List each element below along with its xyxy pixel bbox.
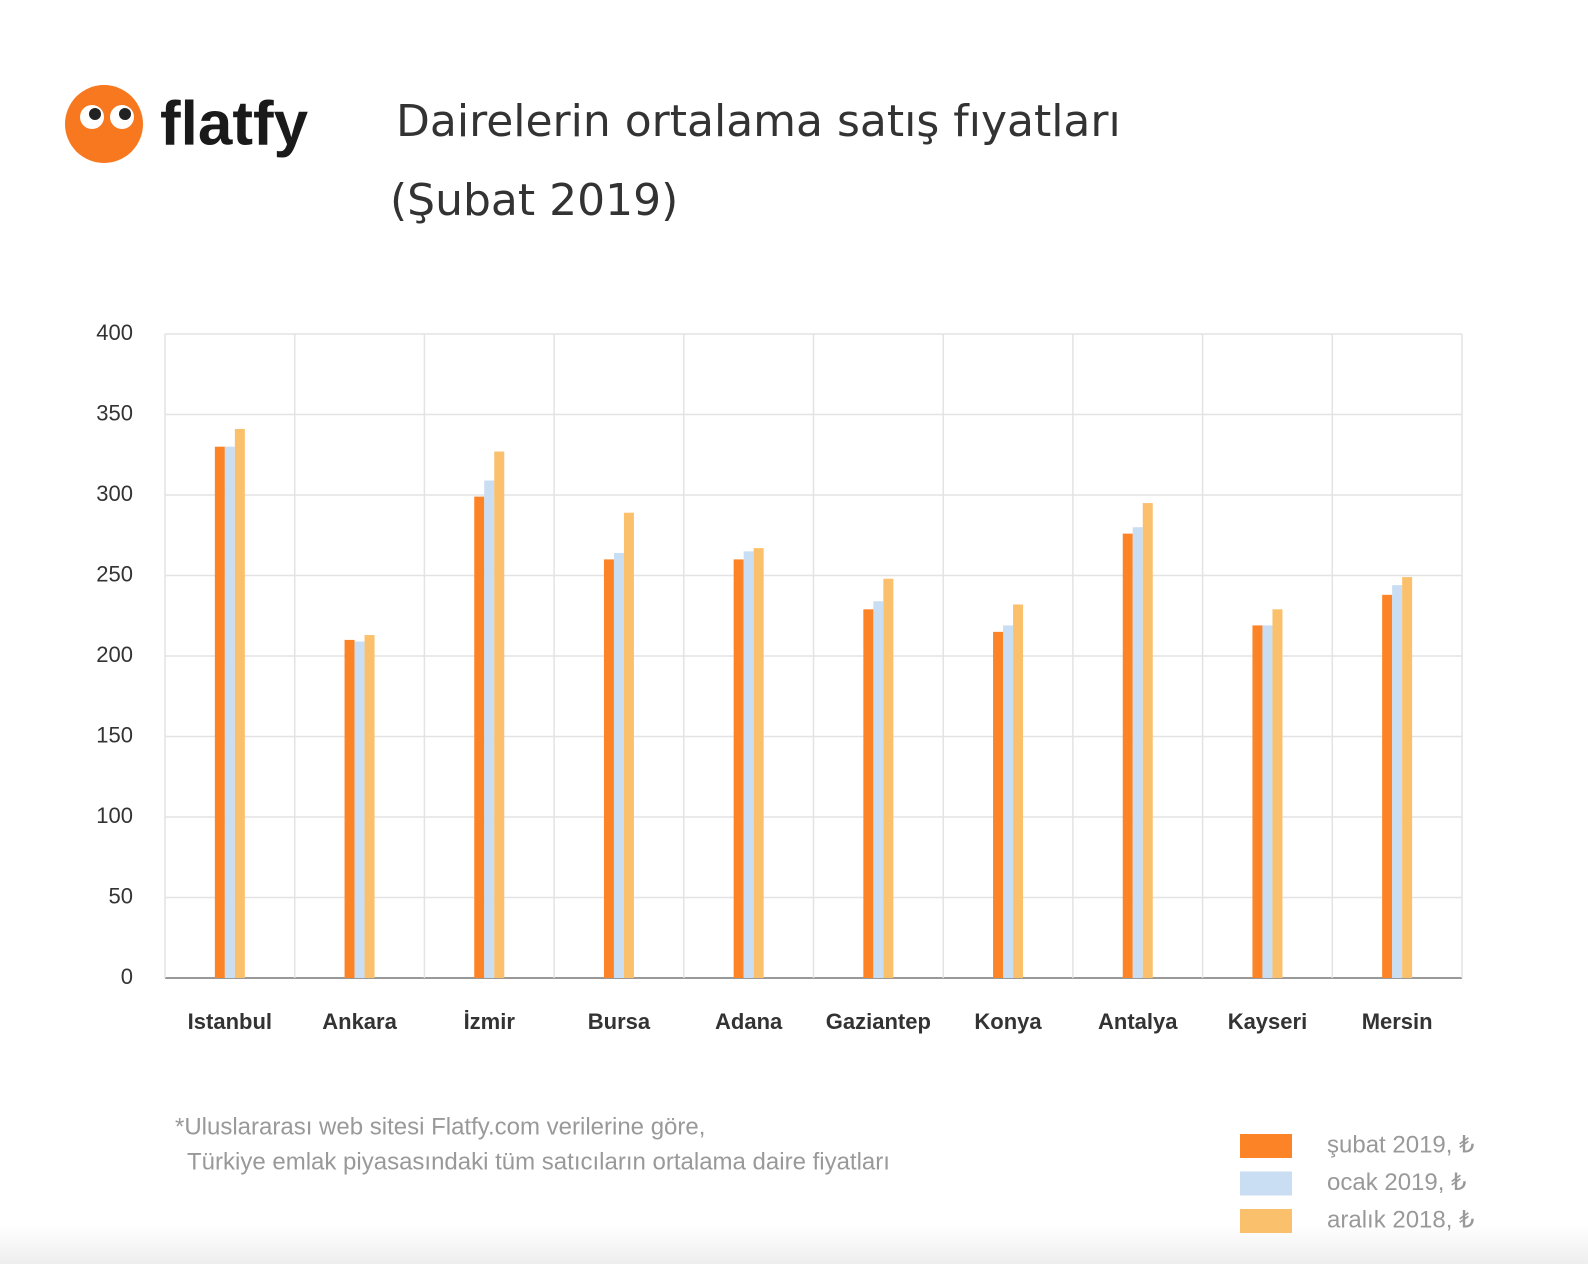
chart-subtitle: (Şubat 2019) xyxy=(390,175,678,226)
bar xyxy=(753,548,764,978)
bar xyxy=(1252,625,1263,978)
bar xyxy=(344,639,355,978)
y-tick-label: 50 xyxy=(109,883,133,908)
x-tick-label: Antalya xyxy=(1098,1009,1178,1034)
bar xyxy=(354,641,365,978)
legend-swatch xyxy=(1240,1134,1292,1158)
footnote: *Uluslararası web sitesi Flatfy.com veri… xyxy=(175,1113,705,1140)
legend-label: şubat 2019, ₺ xyxy=(1327,1131,1474,1158)
bar xyxy=(1122,533,1133,978)
bar xyxy=(484,480,495,978)
y-tick-label: 150 xyxy=(96,722,133,747)
legend-swatch xyxy=(1240,1171,1292,1196)
bar xyxy=(364,635,375,978)
bar xyxy=(623,512,634,978)
x-tick-label: Adana xyxy=(715,1009,783,1034)
y-tick-label: 300 xyxy=(96,481,133,506)
x-tick-label: Ankara xyxy=(322,1009,397,1034)
x-tick-label: Konya xyxy=(974,1009,1042,1034)
bar xyxy=(1003,625,1014,978)
x-tick-label: Mersin xyxy=(1362,1009,1433,1034)
footnote: Türkiye emlak piyasasındaki tüm satıcıla… xyxy=(187,1148,890,1175)
x-tick-label: İzmir xyxy=(464,1009,516,1034)
bar xyxy=(494,451,505,978)
bar xyxy=(733,559,744,978)
shadow xyxy=(0,1225,1588,1264)
bar xyxy=(863,609,874,978)
x-tick-label: Kayseri xyxy=(1228,1009,1308,1034)
legend-label: aralık 2018, ₺ xyxy=(1327,1206,1474,1233)
legend-swatch xyxy=(1240,1209,1292,1233)
bar xyxy=(613,552,624,978)
bar xyxy=(1013,604,1024,978)
bar xyxy=(474,496,485,978)
x-tick-label: Gaziantep xyxy=(826,1009,931,1034)
x-tick-label: Istanbul xyxy=(188,1009,272,1034)
y-tick-label: 100 xyxy=(96,803,133,828)
y-tick-label: 400 xyxy=(96,320,133,345)
bar xyxy=(993,631,1004,978)
bar xyxy=(1382,594,1393,978)
y-tick-label: 200 xyxy=(96,642,133,667)
legend-label: ocak 2019, ₺ xyxy=(1327,1169,1466,1196)
y-tick-label: 0 xyxy=(121,964,133,989)
bar xyxy=(883,578,894,978)
bar xyxy=(743,551,754,978)
bar xyxy=(234,428,245,978)
y-tick-label: 250 xyxy=(96,561,133,586)
logo-text: flatfy xyxy=(160,89,309,158)
bar xyxy=(1402,577,1413,978)
chart-title: Dairelerin ortalama satış fıyatları xyxy=(396,96,1121,147)
x-tick-label: Bursa xyxy=(588,1009,651,1034)
bar xyxy=(1132,527,1143,978)
bar xyxy=(214,446,225,978)
bar xyxy=(1262,625,1273,978)
bar xyxy=(1392,585,1403,978)
bar xyxy=(224,446,235,978)
y-tick-label: 350 xyxy=(96,400,133,425)
bar xyxy=(1142,503,1153,978)
bar xyxy=(873,601,884,978)
logo-icon xyxy=(65,85,143,163)
bar xyxy=(1272,609,1283,978)
bar xyxy=(603,559,614,978)
